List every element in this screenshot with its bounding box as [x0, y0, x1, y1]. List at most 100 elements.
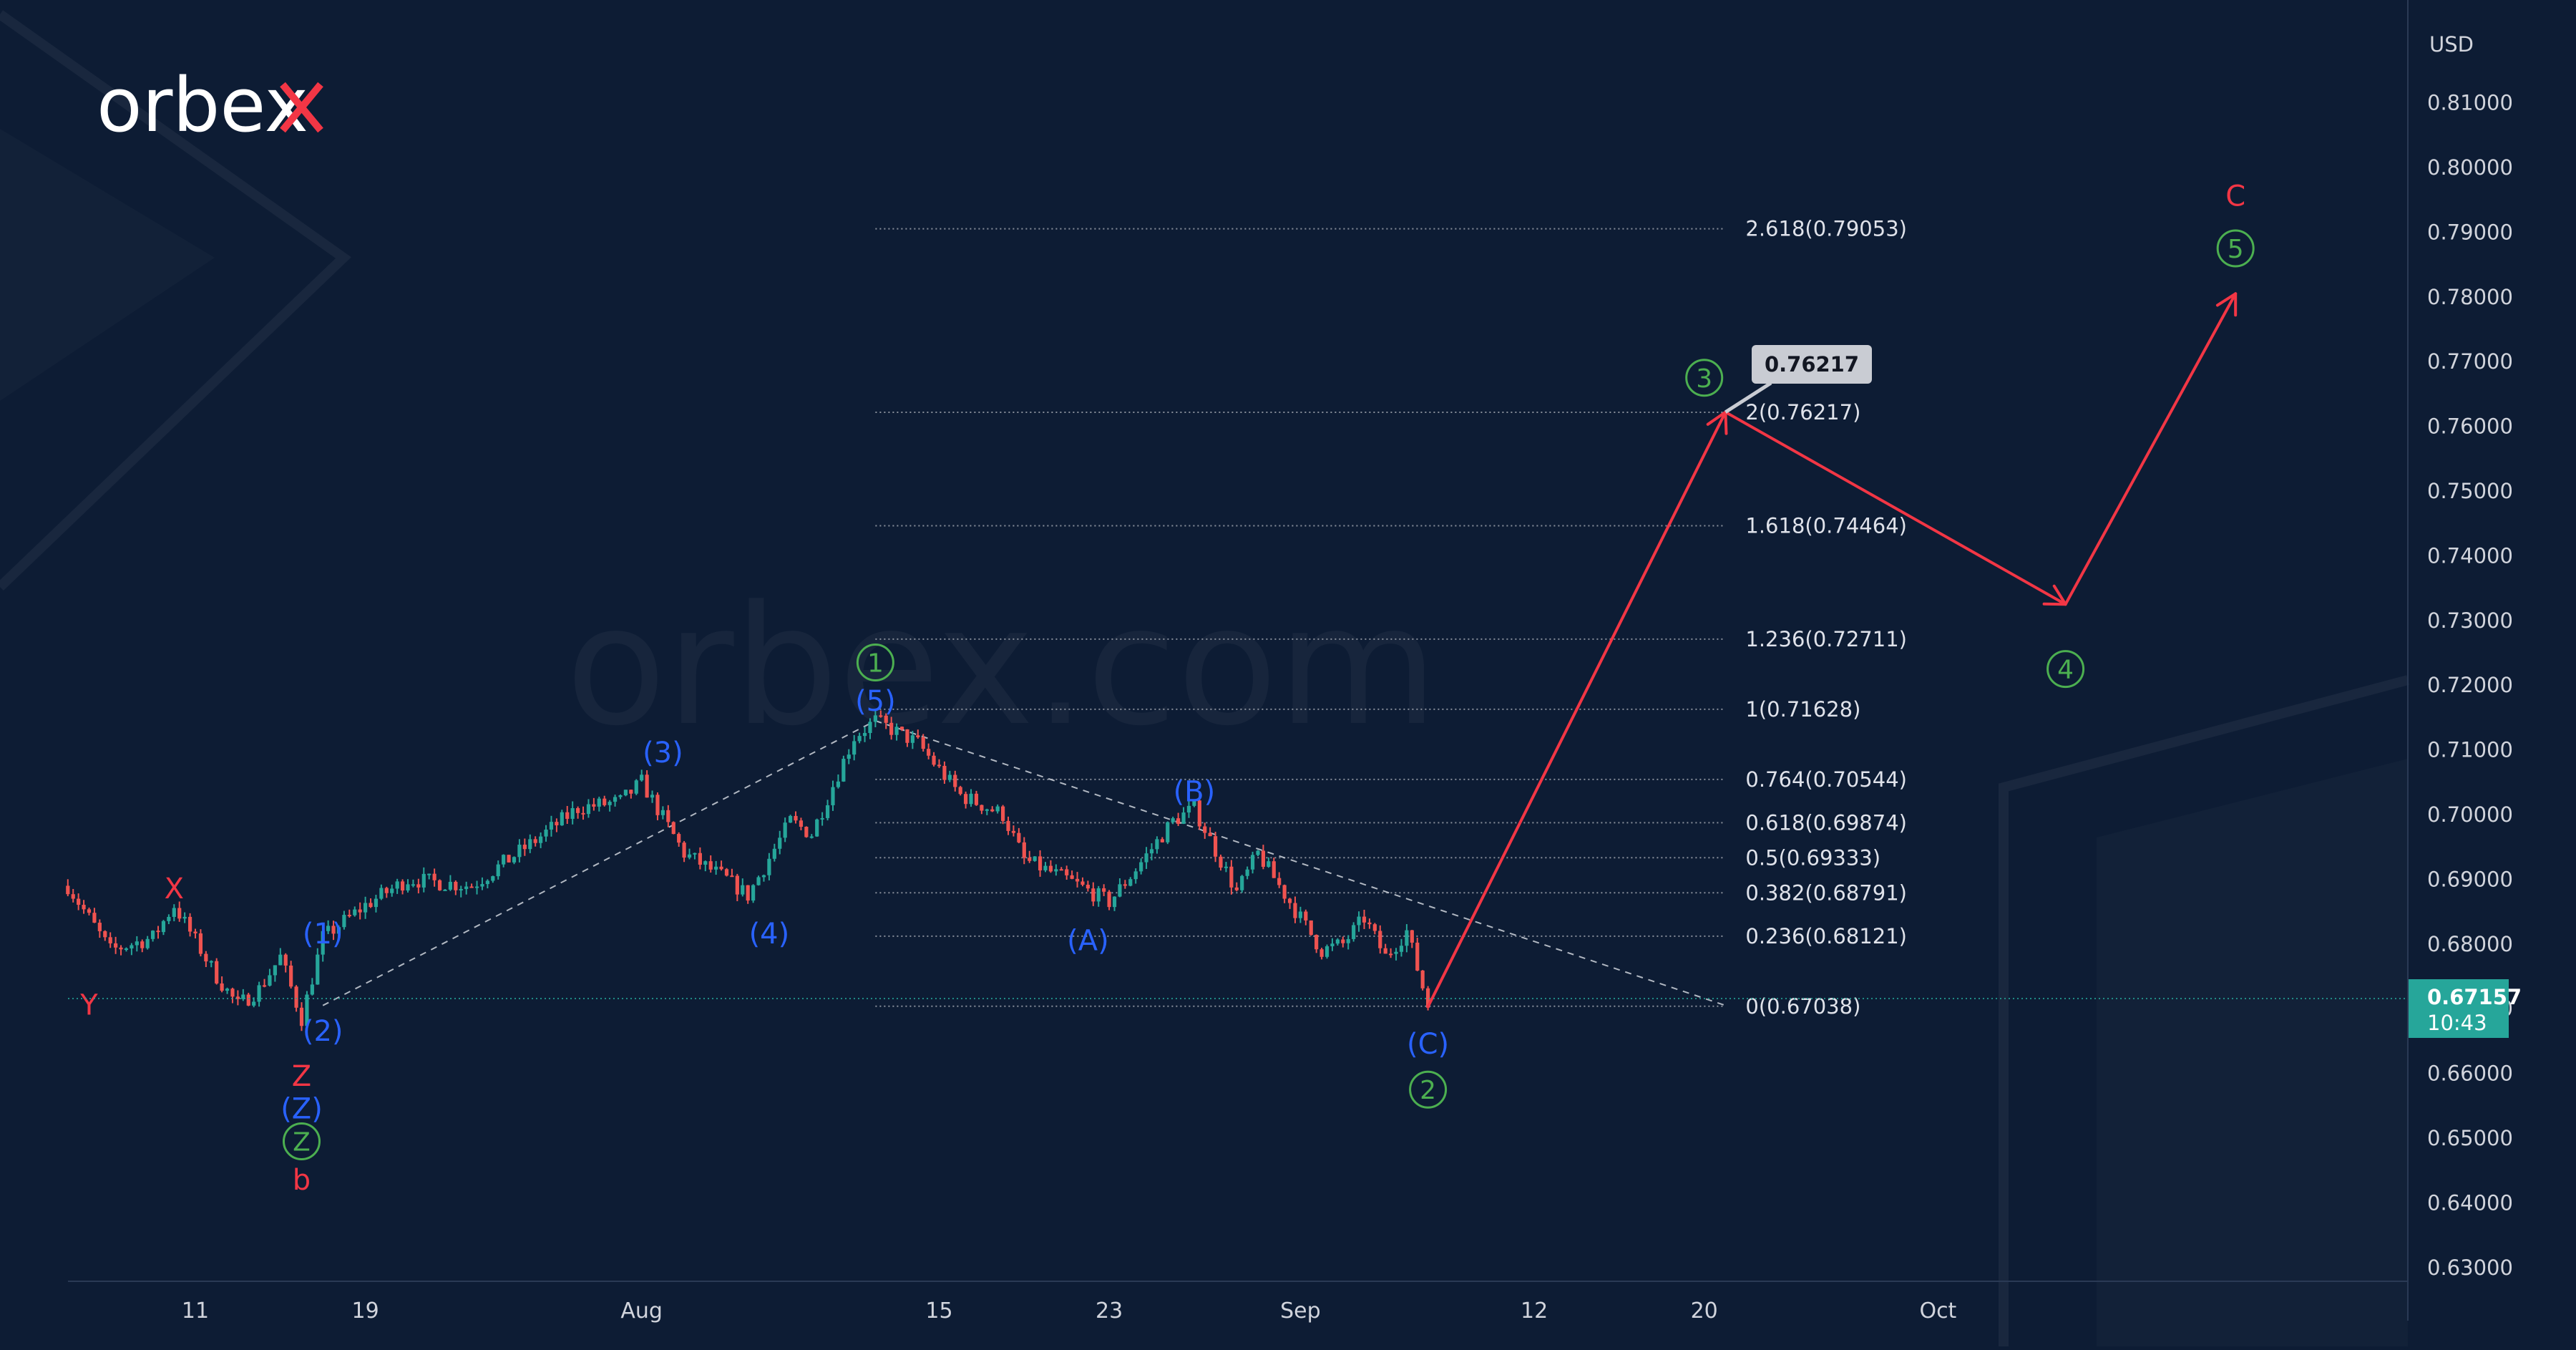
candle — [778, 830, 782, 855]
candle — [660, 806, 665, 820]
y-tick-label: 0.71000 — [2427, 738, 2513, 762]
candle — [427, 873, 431, 880]
x-tick-label: 15 — [925, 1298, 952, 1324]
bg-chevron-right-fill — [2097, 759, 2408, 1346]
orbex-logo: orbex — [97, 62, 323, 149]
candle — [156, 926, 160, 939]
candle — [608, 800, 612, 812]
candle — [650, 790, 655, 803]
candle — [305, 991, 309, 1026]
candle — [1256, 850, 1260, 857]
candle — [947, 770, 952, 782]
candle — [220, 976, 224, 993]
candle — [119, 945, 123, 956]
candle — [1171, 816, 1175, 825]
fib-label: 0.618(0.69874) — [1745, 810, 1907, 835]
candle — [1001, 805, 1005, 825]
wave-label-text: 2 — [1420, 1076, 1436, 1105]
wave-label-text: Z — [293, 1128, 311, 1157]
candle — [172, 904, 176, 922]
y-tick-label: 0.72000 — [2427, 673, 2513, 697]
candle — [66, 879, 70, 897]
candle — [618, 794, 623, 800]
candle — [198, 929, 203, 957]
candle — [815, 818, 819, 837]
candle — [873, 709, 877, 727]
y-tick-label: 0.65000 — [2427, 1126, 2513, 1150]
bg-chevron-left-fill — [0, 129, 215, 401]
bg-chevron-right — [1999, 675, 2409, 1346]
candle — [507, 855, 511, 863]
candle — [884, 713, 888, 729]
candle — [1372, 923, 1377, 935]
fib-label: 2.618(0.79053) — [1745, 217, 1907, 241]
candle — [894, 723, 899, 741]
candle — [469, 883, 474, 888]
candle — [879, 710, 883, 718]
candle — [151, 930, 155, 942]
candle — [719, 860, 723, 871]
wave-label: Z — [283, 1122, 321, 1161]
candle — [364, 896, 368, 919]
candle — [1298, 906, 1302, 923]
candle — [921, 734, 925, 752]
candle — [512, 856, 517, 865]
candle — [1383, 943, 1387, 954]
candle — [666, 805, 670, 827]
candle — [358, 902, 362, 920]
x-tick-label: 11 — [182, 1298, 209, 1324]
candle — [1394, 948, 1398, 961]
candle — [496, 860, 500, 880]
y-tick-label: 0.64000 — [2427, 1190, 2513, 1215]
candle — [655, 792, 660, 820]
candle — [687, 848, 692, 860]
wave-label: (B) — [1174, 775, 1216, 808]
candle — [114, 936, 118, 954]
candle — [1282, 884, 1287, 903]
logo-text: orbex — [97, 62, 308, 149]
trend-line — [322, 720, 876, 1006]
candle — [857, 732, 862, 744]
candle — [927, 743, 931, 759]
candle — [522, 838, 527, 856]
x-tick-label: Oct — [1919, 1298, 1956, 1324]
candle — [167, 914, 171, 925]
fibonacci-levels: 0(0.67038) 0.236(0.68121) 0.382(0.68791) 0.… — [875, 217, 1907, 1019]
candle — [1229, 860, 1234, 895]
x-tick-label: 19 — [352, 1298, 379, 1324]
candle — [539, 832, 543, 848]
y-tick-label: 0.66000 — [2427, 1062, 2513, 1086]
candle — [741, 878, 745, 897]
callout-box — [1752, 345, 1872, 384]
candle — [852, 734, 857, 761]
candle — [177, 901, 182, 922]
candle — [390, 884, 394, 897]
candle — [124, 947, 129, 952]
wave-label-text: (Z) — [280, 1092, 323, 1125]
candle — [289, 961, 293, 989]
candle — [1335, 938, 1340, 946]
candle — [1028, 850, 1032, 863]
candle — [369, 898, 373, 908]
candle — [597, 796, 601, 812]
candle — [474, 880, 479, 895]
wave-label-text: b — [293, 1164, 311, 1197]
fib-label: 0.382(0.68791) — [1745, 880, 1907, 905]
candle — [809, 834, 814, 839]
candle — [751, 884, 756, 903]
candle — [549, 815, 554, 837]
wave-label: (3) — [643, 737, 683, 769]
candle — [1128, 877, 1133, 887]
candle — [480, 877, 484, 890]
candle — [225, 987, 230, 994]
candle — [1160, 837, 1164, 843]
candle — [1059, 867, 1063, 871]
candle — [82, 900, 86, 914]
candle — [1176, 812, 1181, 827]
wave-label-text: (1) — [303, 918, 343, 951]
candle — [1219, 854, 1223, 871]
candle — [374, 895, 379, 913]
